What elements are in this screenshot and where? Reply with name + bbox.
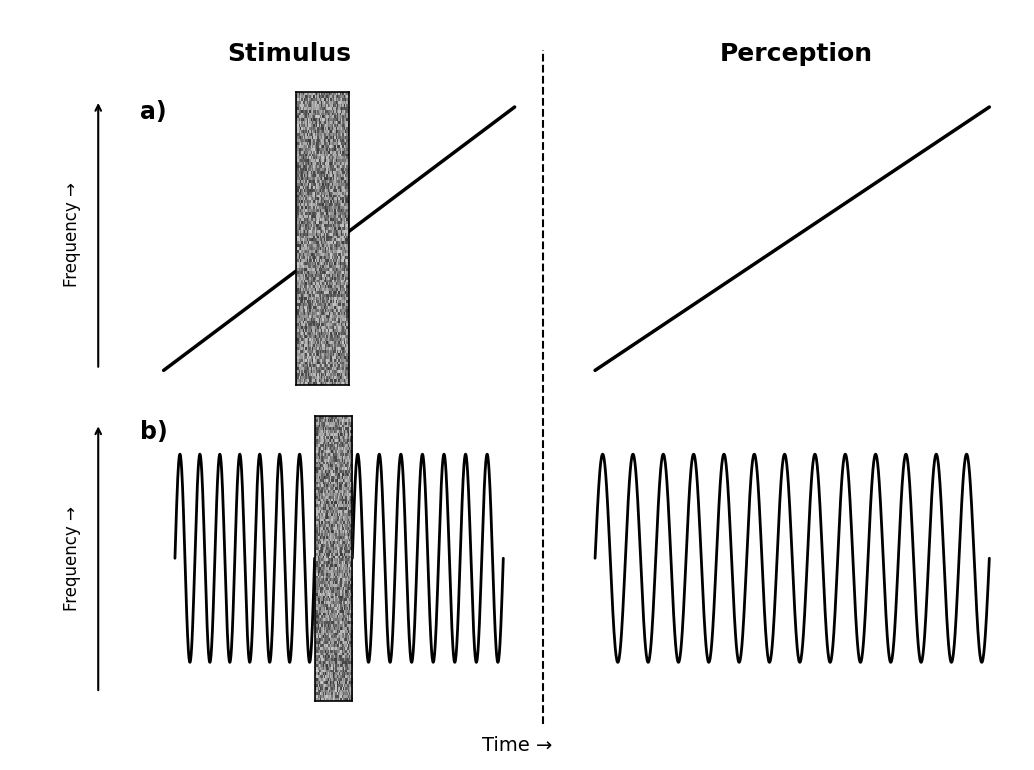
- Text: Time →: Time →: [482, 736, 552, 755]
- Text: Stimulus: Stimulus: [227, 42, 352, 66]
- Text: a): a): [140, 100, 166, 124]
- Text: Frequency →: Frequency →: [63, 182, 82, 287]
- Text: Perception: Perception: [720, 42, 873, 66]
- Text: b): b): [140, 420, 168, 444]
- Text: Frequency →: Frequency →: [63, 506, 82, 611]
